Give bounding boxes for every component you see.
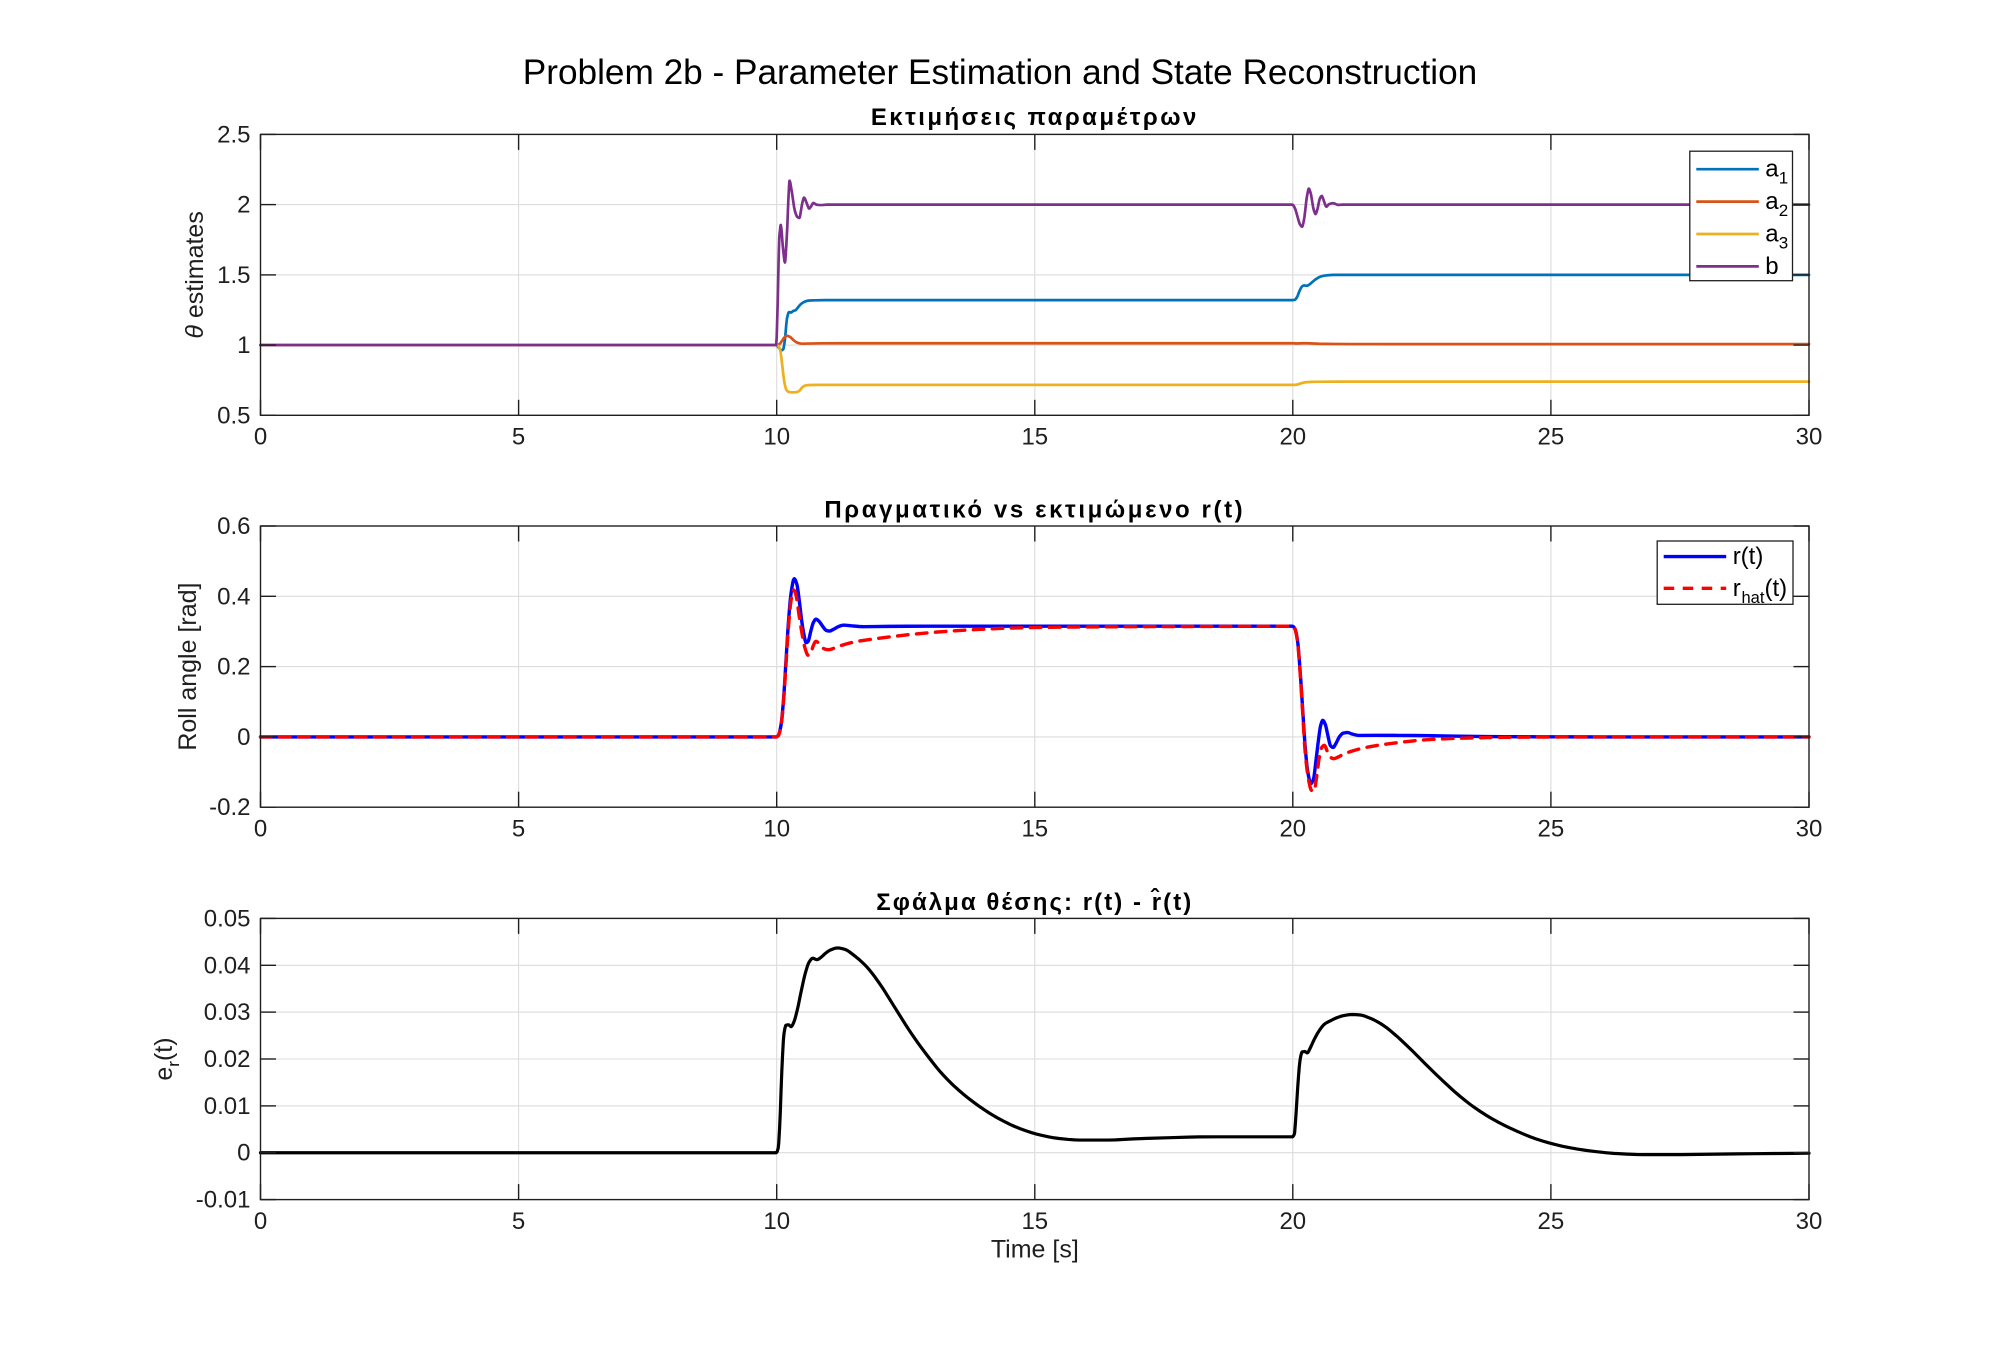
svg-text:0: 0 (237, 1140, 250, 1167)
svg-text:0.01: 0.01 (204, 1093, 251, 1120)
svg-text:a: a (1765, 188, 1779, 215)
svg-text:0.05: 0.05 (204, 905, 251, 932)
svg-text:5: 5 (512, 1208, 525, 1235)
svg-text:b: b (1765, 253, 1778, 280)
svg-text:3: 3 (1779, 234, 1788, 253)
svg-text:10: 10 (763, 1208, 790, 1235)
svg-text:2: 2 (1779, 201, 1788, 220)
svg-text:0: 0 (254, 1208, 267, 1235)
svg-text:0: 0 (254, 424, 267, 451)
svg-text:1: 1 (1779, 169, 1788, 188)
svg-text:hat: hat (1742, 589, 1765, 607)
svg-text:0.04: 0.04 (204, 952, 251, 979)
svg-text:20: 20 (1279, 424, 1306, 451)
svg-text:r: r (1733, 575, 1741, 602)
svg-text:1.5: 1.5 (217, 262, 250, 289)
svg-text:30: 30 (1796, 424, 1823, 451)
svg-text:0.4: 0.4 (217, 583, 250, 610)
svg-text:0.6: 0.6 (217, 513, 250, 540)
svg-text:a: a (1765, 156, 1779, 183)
svg-text:1: 1 (237, 332, 250, 359)
svg-text:(t): (t) (1765, 575, 1788, 602)
svg-text:2: 2 (237, 192, 250, 219)
svg-text:er(t): er(t) (150, 1037, 183, 1080)
svg-text:Σφάλμα θέσης: r(t) - r̂(t): Σφάλμα θέσης: r(t) - r̂(t) (876, 888, 1193, 916)
svg-text:20: 20 (1279, 1208, 1306, 1235)
svg-text:0: 0 (254, 815, 267, 842)
svg-text:θ estimates: θ estimates (181, 211, 209, 339)
svg-text:Problem 2b - Parameter Estimat: Problem 2b - Parameter Estimation and St… (523, 53, 1477, 92)
svg-text:Roll angle [rad]: Roll angle [rad] (174, 583, 202, 751)
svg-text:25: 25 (1538, 424, 1565, 451)
svg-text:25: 25 (1538, 1208, 1565, 1235)
svg-text:r(t): r(t) (1733, 543, 1764, 570)
svg-text:15: 15 (1021, 815, 1048, 842)
svg-text:-0.2: -0.2 (209, 794, 250, 821)
svg-text:0.02: 0.02 (204, 1046, 251, 1073)
svg-text:5: 5 (512, 815, 525, 842)
svg-text:Εκτιμήσεις παραμέτρων: Εκτιμήσεις παραμέτρων (871, 104, 1199, 131)
svg-text:20: 20 (1279, 815, 1306, 842)
svg-text:0: 0 (237, 724, 250, 751)
svg-text:5: 5 (512, 424, 525, 451)
svg-text:Time [s]: Time [s] (991, 1236, 1079, 1264)
svg-text:10: 10 (763, 424, 790, 451)
svg-text:-0.01: -0.01 (196, 1187, 251, 1214)
svg-text:Πραγματικό vs εκτιμώμενο r(t): Πραγματικό vs εκτιμώμενο r(t) (824, 496, 1245, 523)
svg-text:a: a (1765, 221, 1779, 248)
svg-text:0.2: 0.2 (217, 654, 250, 681)
svg-text:10: 10 (763, 815, 790, 842)
svg-text:15: 15 (1021, 424, 1048, 451)
svg-text:2.5: 2.5 (217, 121, 250, 148)
svg-text:30: 30 (1796, 815, 1823, 842)
svg-text:25: 25 (1538, 815, 1565, 842)
svg-text:0.03: 0.03 (204, 999, 251, 1026)
svg-text:15: 15 (1021, 1208, 1048, 1235)
svg-text:0.5: 0.5 (217, 402, 250, 429)
svg-text:30: 30 (1796, 1208, 1823, 1235)
